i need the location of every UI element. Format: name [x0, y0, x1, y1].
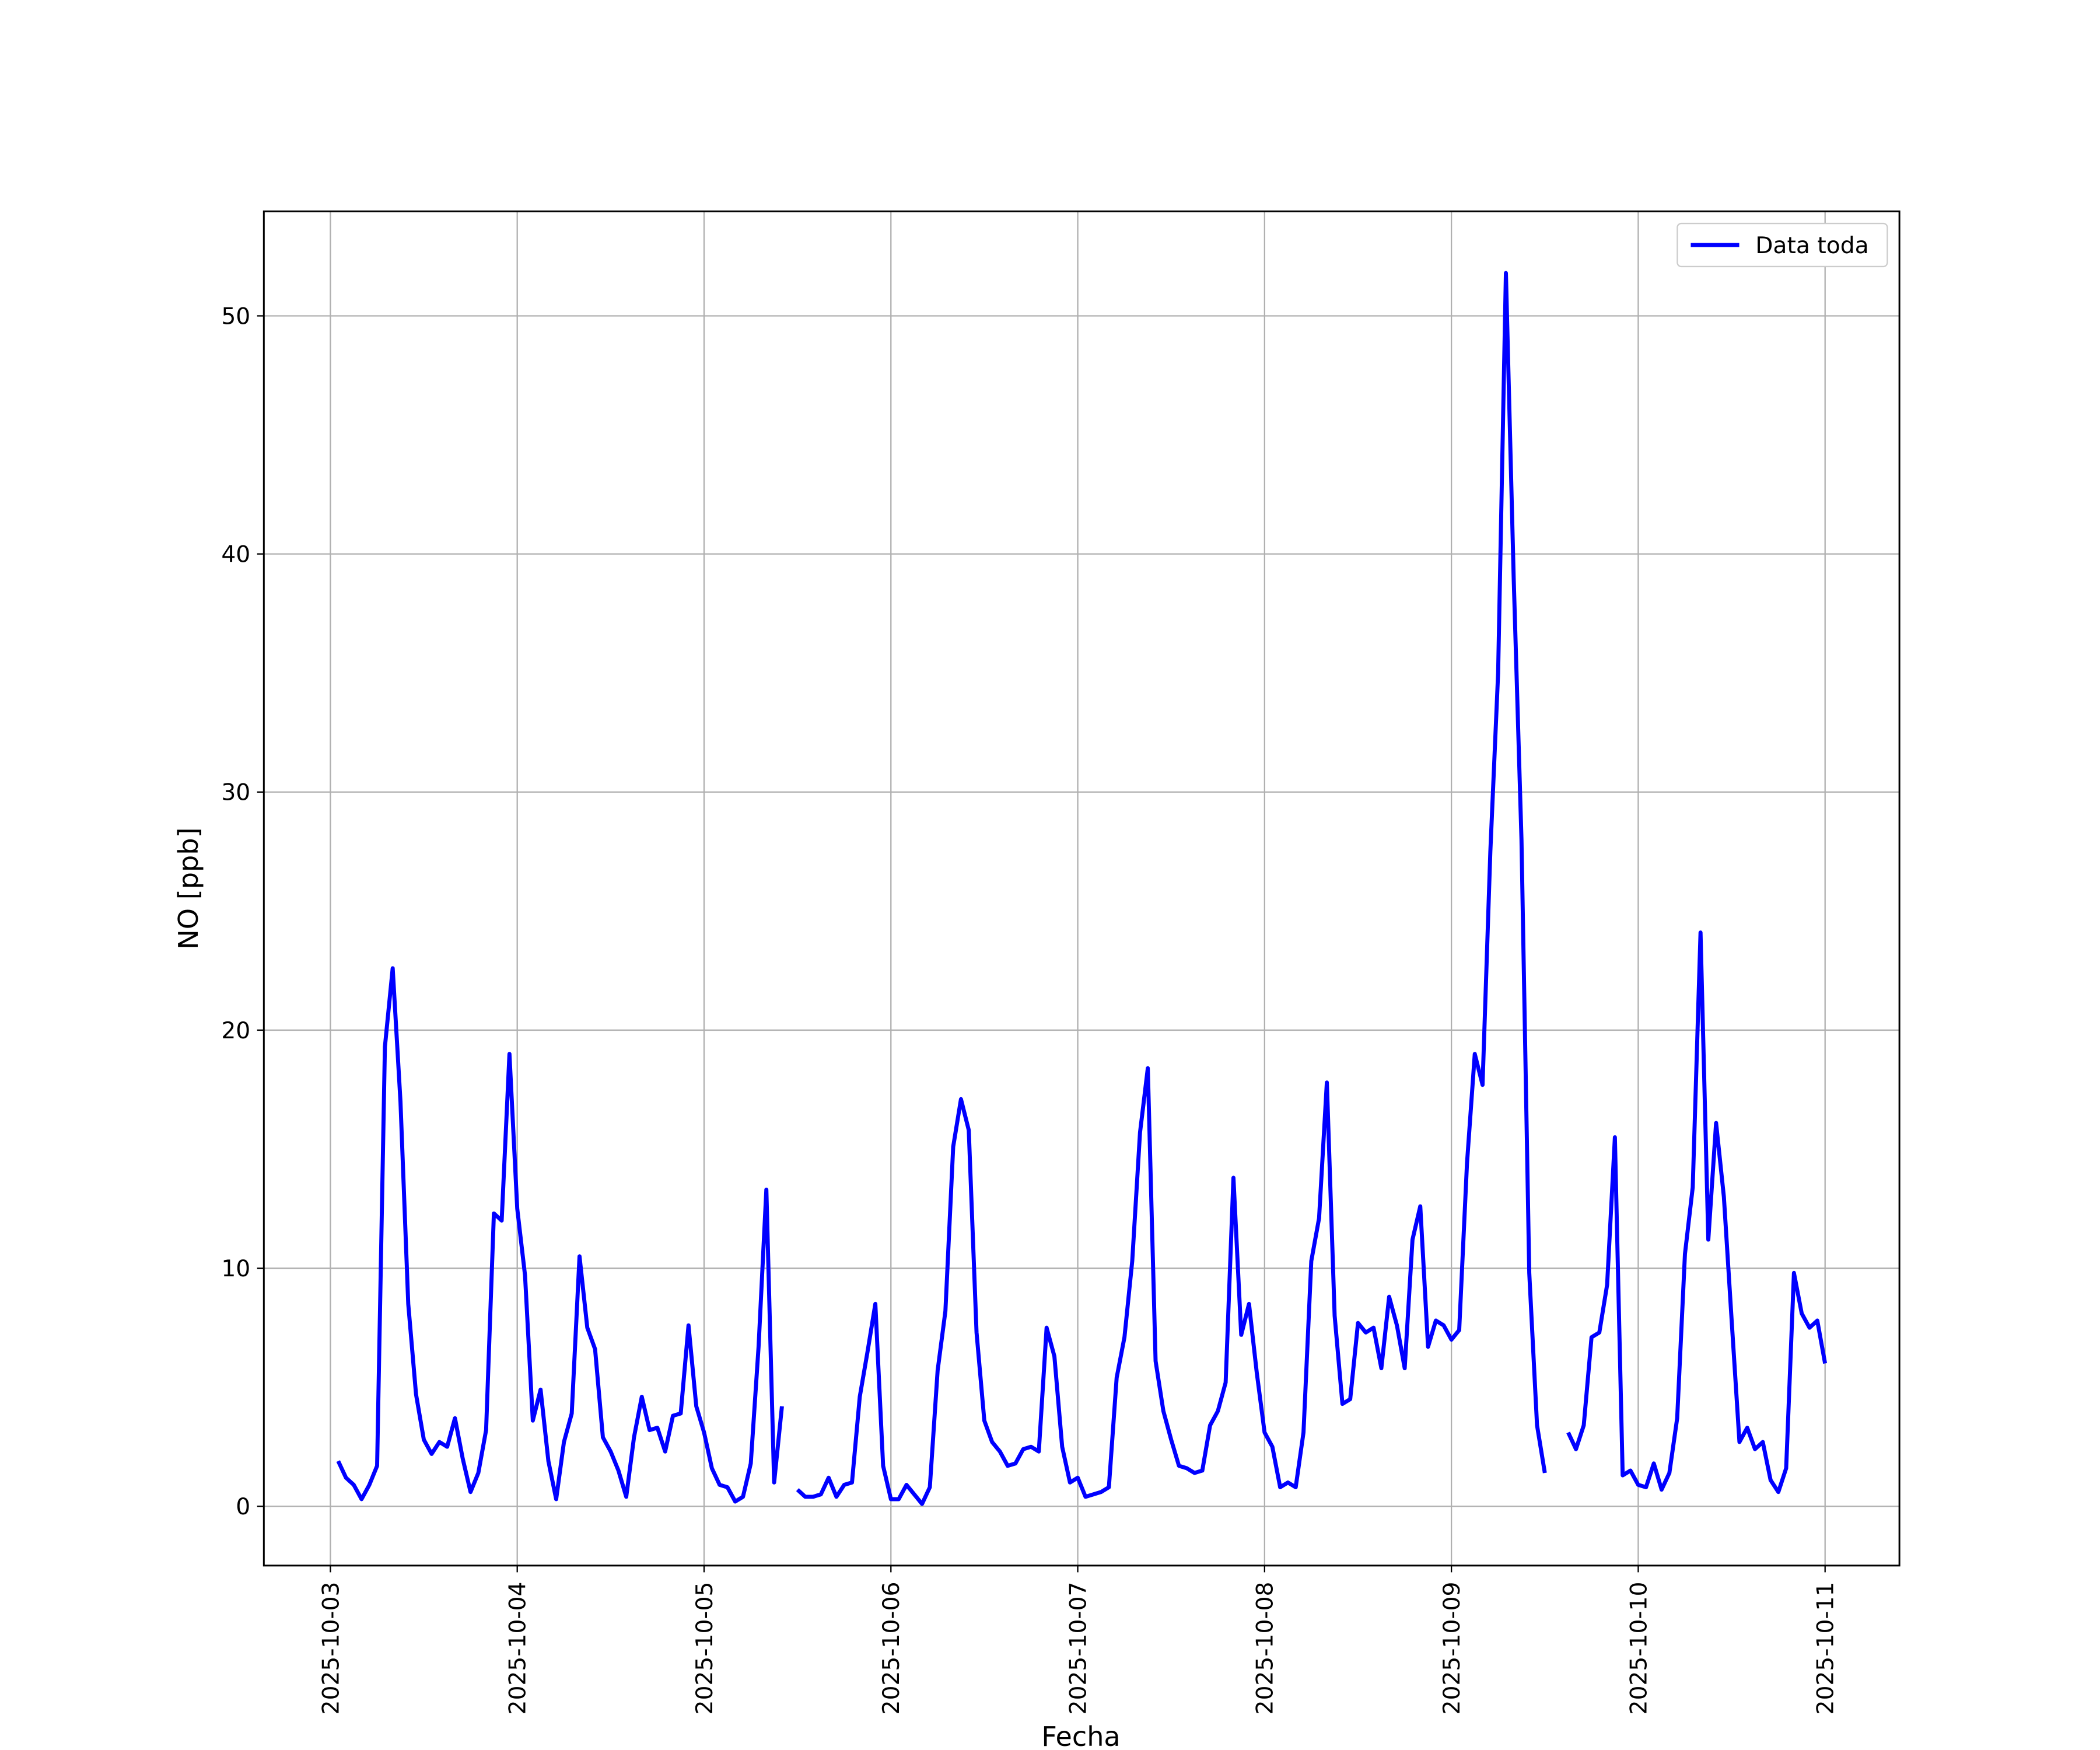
- y-axis-label: NO [ppb]: [173, 827, 204, 949]
- y-tick-label: 40: [221, 541, 250, 568]
- x-tick-label: 2025-10-11: [1813, 1582, 1839, 1715]
- x-tick-label: 2025-10-04: [505, 1582, 531, 1715]
- x-tick-label: 2025-10-03: [318, 1582, 344, 1715]
- plot-frame: [262, 210, 1901, 1567]
- x-tick-label: 2025-10-08: [1252, 1582, 1279, 1715]
- x-tick-label: 2025-10-07: [1065, 1582, 1091, 1715]
- data-line: [336, 271, 1828, 1506]
- legend-box: [1676, 222, 1888, 268]
- x-tick-label: 2025-10-09: [1439, 1582, 1465, 1715]
- x-axis-label: Fecha: [1041, 1721, 1120, 1750]
- y-tick-label: 20: [221, 1018, 250, 1044]
- y-tick-label: 10: [221, 1256, 250, 1282]
- x-tick-label: 2025-10-06: [878, 1582, 905, 1715]
- legend-label: Data toda: [1755, 233, 1868, 259]
- y-tick-label: 50: [221, 303, 250, 330]
- y-tick-label: 30: [221, 780, 250, 806]
- y-tick-label: 0: [236, 1494, 250, 1520]
- x-tick-label: 2025-10-05: [692, 1582, 718, 1715]
- x-tick-label: 2025-10-10: [1626, 1582, 1652, 1715]
